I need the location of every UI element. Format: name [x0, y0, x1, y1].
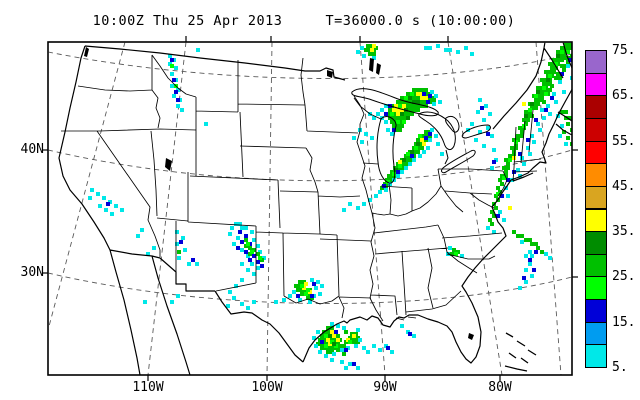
colorbar-label: 25.	[612, 269, 636, 285]
lon-label-80w: 80W	[488, 380, 512, 395]
radar-echo-cluster	[522, 258, 536, 280]
meridian-100w	[266, 42, 273, 375]
meridian-110w	[147, 42, 187, 375]
lon-label-90w: 90W	[373, 380, 397, 395]
colorbar-cell	[585, 208, 607, 233]
radar-echo-cluster	[524, 54, 560, 118]
radar-echo-cluster	[518, 254, 534, 290]
radar-echo-cluster	[296, 282, 316, 298]
colorbar-cell	[585, 231, 607, 255]
colorbar-label: 65.	[612, 88, 636, 104]
lon-label-110w: 110W	[132, 380, 164, 395]
colorbar-label: 75.	[612, 43, 636, 58]
radar-echo-cluster	[320, 330, 412, 366]
radar-echo-cluster	[496, 58, 572, 254]
map-title: 10:00Z Thu 25 Apr 2013 T=36000.0 s (10:0…	[92, 13, 516, 29]
radar-echo-cluster	[486, 64, 572, 260]
parallel-30n	[48, 272, 572, 304]
parallel-50n	[48, 51, 572, 79]
coastline	[58, 42, 572, 375]
radar-echo-cluster	[454, 252, 458, 256]
radar-echo-cluster	[496, 50, 570, 196]
geography-lines	[58, 42, 572, 375]
lat-label-40n: 40N	[20, 142, 44, 157]
radar-echo-cluster	[356, 44, 474, 60]
radar-echoes	[88, 42, 572, 370]
lon-label-100w: 100W	[251, 380, 283, 395]
radar-echo-cluster	[480, 106, 496, 164]
colorbar-cell	[585, 50, 607, 74]
colorbar-label: 45.	[612, 178, 636, 194]
colorbar-cell	[585, 117, 607, 142]
radar-echo-cluster	[398, 138, 426, 164]
colorbar-cell	[585, 185, 607, 210]
colorbar-cell	[585, 344, 607, 368]
colorbar-cell	[585, 140, 607, 165]
radar-echo-cluster	[300, 284, 310, 296]
radar-echo-cluster	[390, 92, 414, 124]
colorbar-cell	[585, 95, 607, 119]
colorbar-cell	[585, 276, 607, 301]
radar-echo-cluster	[106, 202, 110, 206]
radar-echo-cluster	[342, 128, 444, 212]
colorbar-label: 5.	[612, 360, 628, 375]
colorbar-cell	[585, 253, 607, 278]
radar-echo-cluster	[328, 334, 336, 346]
state-borders	[61, 54, 542, 322]
map-frame	[47, 41, 573, 376]
axis-ticks	[42, 36, 578, 381]
colorbar-cell	[585, 321, 607, 346]
lat-label-30n: 30N	[20, 265, 44, 280]
radar-echo-cluster	[88, 188, 124, 216]
radar-echo-cluster	[246, 242, 262, 260]
meridian-120w	[48, 42, 126, 329]
radar-echo-cluster	[170, 58, 180, 102]
colorbar-label: 55.	[612, 133, 636, 149]
great-lakes	[351, 88, 491, 184]
radar-echo-cluster	[508, 102, 526, 210]
colorbar-cell	[585, 163, 607, 187]
colorbar-label: 15.	[612, 314, 636, 330]
colorbar-cell	[585, 299, 607, 323]
radar-echo-cluster	[136, 222, 266, 310]
colorbar-cell	[585, 72, 607, 97]
colorbar-label: 35.	[612, 224, 636, 240]
meridian-80w	[447, 42, 503, 375]
graticule-grid	[48, 42, 572, 375]
meridian-90w	[359, 42, 386, 375]
radar-echo-cluster	[370, 44, 376, 52]
bahamas-cuba-strokes	[504, 332, 537, 372]
parallel-40n	[48, 149, 572, 182]
